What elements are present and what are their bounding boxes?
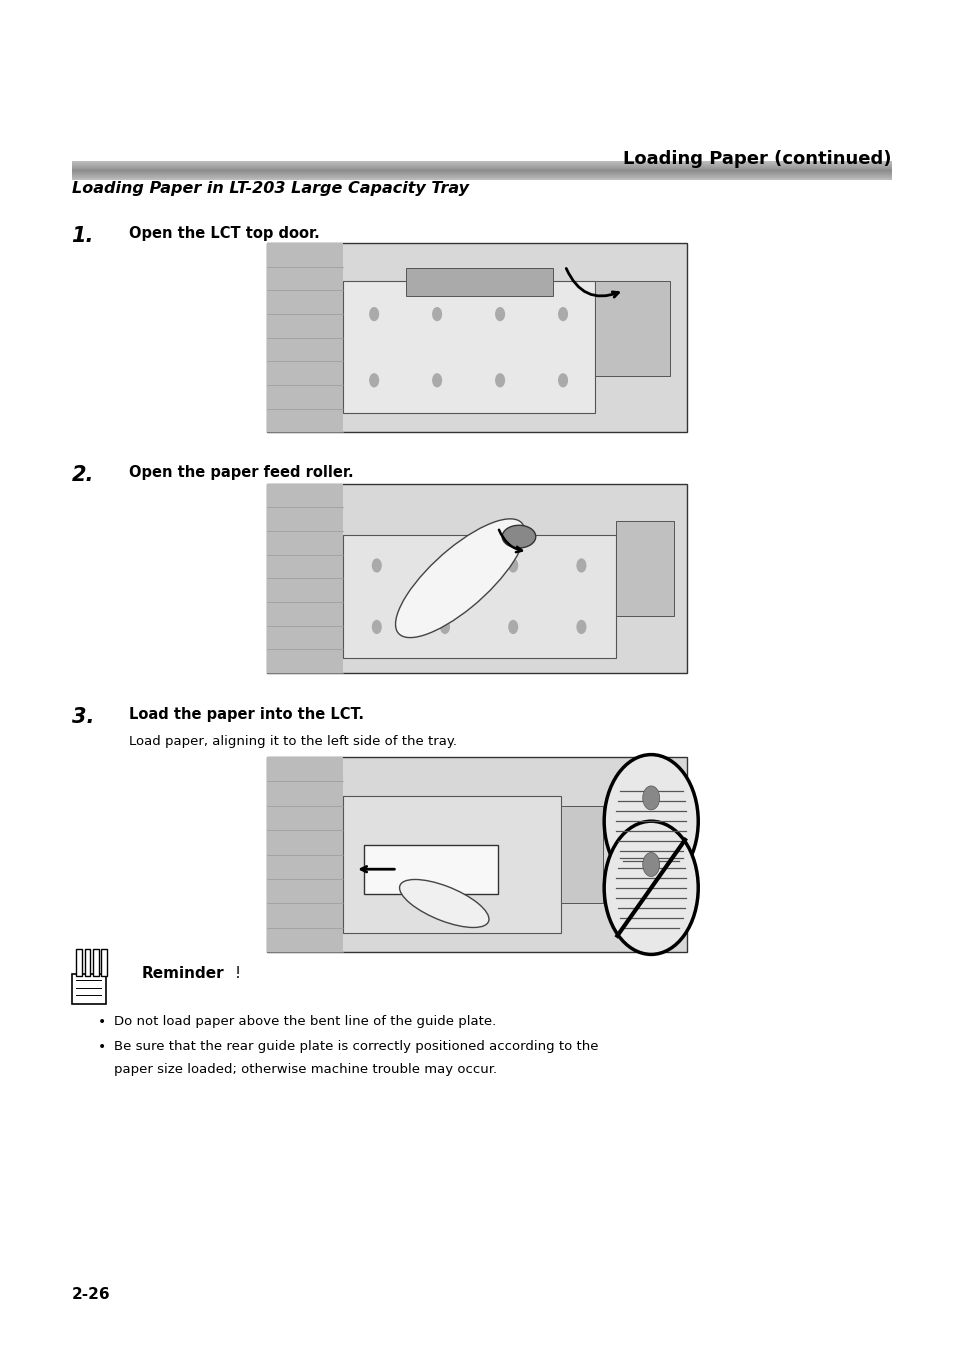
Circle shape — [372, 620, 381, 634]
Circle shape — [372, 558, 381, 573]
Text: Load paper, aligning it to the left side of the tray.: Load paper, aligning it to the left side… — [129, 735, 456, 748]
Circle shape — [439, 620, 450, 634]
Circle shape — [432, 307, 441, 322]
Text: paper size loaded; otherwise machine trouble may occur.: paper size loaded; otherwise machine tro… — [114, 1063, 497, 1077]
Ellipse shape — [501, 526, 536, 549]
Circle shape — [603, 755, 698, 888]
Circle shape — [495, 307, 504, 322]
Text: Loading Paper in LT-203 Large Capacity Tray: Loading Paper in LT-203 Large Capacity T… — [71, 181, 468, 196]
Bar — [342, 281, 594, 413]
Text: Reminder: Reminder — [141, 966, 224, 981]
Text: •: • — [98, 1040, 107, 1054]
Text: Be sure that the rear guide plate is correctly positioned according to the: Be sure that the rear guide plate is cor… — [114, 1040, 598, 1054]
Bar — [342, 535, 615, 658]
Bar — [267, 757, 686, 952]
Circle shape — [439, 558, 450, 573]
Circle shape — [576, 558, 586, 573]
Circle shape — [495, 373, 504, 388]
Text: Load the paper into the LCT.: Load the paper into the LCT. — [129, 707, 363, 721]
Bar — [342, 796, 560, 932]
Text: 2.: 2. — [71, 465, 93, 485]
Circle shape — [642, 852, 659, 877]
Circle shape — [432, 373, 441, 388]
Circle shape — [576, 620, 586, 634]
Bar — [267, 243, 686, 432]
Bar — [85, 948, 91, 975]
Circle shape — [369, 307, 378, 322]
Circle shape — [642, 786, 659, 809]
Bar — [76, 948, 82, 975]
Bar — [560, 805, 602, 904]
Circle shape — [558, 307, 567, 322]
Bar — [615, 521, 674, 616]
Bar — [405, 267, 552, 296]
Bar — [267, 484, 686, 673]
Bar — [267, 243, 342, 432]
Circle shape — [508, 558, 517, 573]
Text: Open the LCT top door.: Open the LCT top door. — [129, 226, 319, 240]
Text: !: ! — [234, 966, 240, 981]
Circle shape — [558, 373, 567, 388]
Ellipse shape — [395, 519, 524, 638]
Text: Loading Paper (continued): Loading Paper (continued) — [623, 150, 891, 168]
Text: Do not load paper above the bent line of the guide plate.: Do not load paper above the bent line of… — [114, 1015, 497, 1028]
Text: 3.: 3. — [71, 707, 93, 727]
Text: •: • — [98, 1015, 107, 1028]
Bar — [594, 281, 669, 376]
Bar — [92, 948, 99, 975]
Circle shape — [603, 821, 698, 954]
Text: 1.: 1. — [71, 226, 93, 246]
Circle shape — [369, 373, 378, 388]
Text: Open the paper feed roller.: Open the paper feed roller. — [129, 465, 353, 480]
Bar — [267, 757, 342, 952]
Bar — [71, 974, 106, 1004]
Text: 2-26: 2-26 — [71, 1288, 110, 1302]
FancyBboxPatch shape — [363, 844, 497, 894]
Bar — [101, 948, 107, 975]
Circle shape — [508, 620, 517, 634]
Bar — [267, 484, 342, 673]
Ellipse shape — [399, 880, 489, 928]
